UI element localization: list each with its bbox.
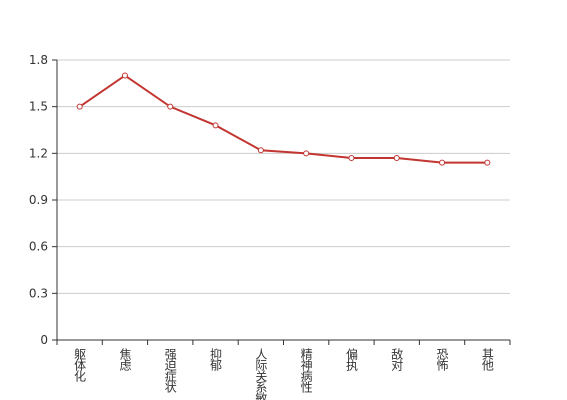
y-tick-label: 0.3 (29, 286, 48, 300)
data-point (303, 150, 310, 157)
y-tick-label: 1.5 (29, 100, 48, 114)
data-point (393, 155, 400, 161)
data-point (257, 147, 264, 154)
y-tick-label: 0 (40, 333, 48, 347)
data-point (439, 159, 446, 166)
data-point (167, 103, 174, 110)
x-tick-label: 敌对 (390, 347, 404, 371)
x-tick-label: 强迫症状 (163, 348, 177, 393)
x-tick-label: 抑郁 (209, 347, 223, 372)
data-point (484, 159, 491, 166)
y-tick-label: 1.2 (29, 146, 48, 160)
y-tick-label: 0.6 (29, 240, 48, 254)
data-point (121, 72, 128, 79)
y-tick-label: 0.9 (29, 193, 48, 207)
x-tick-label: 精神病性 (299, 348, 313, 394)
data-point (348, 155, 355, 161)
data-point (76, 103, 83, 110)
x-tick-label: 偏执 (344, 347, 358, 372)
x-tick-label: 躯体化 (73, 347, 87, 383)
x-tick-label: 其他 (480, 348, 494, 371)
x-tick-label: 焦虑 (118, 348, 132, 371)
data-line (79, 74, 488, 164)
data-point (212, 122, 219, 129)
x-tick-label: 恐怖 (435, 348, 449, 371)
x-tick-label: 人际关系敏感 (254, 348, 268, 400)
y-tick-label: 1.8 (29, 53, 48, 67)
